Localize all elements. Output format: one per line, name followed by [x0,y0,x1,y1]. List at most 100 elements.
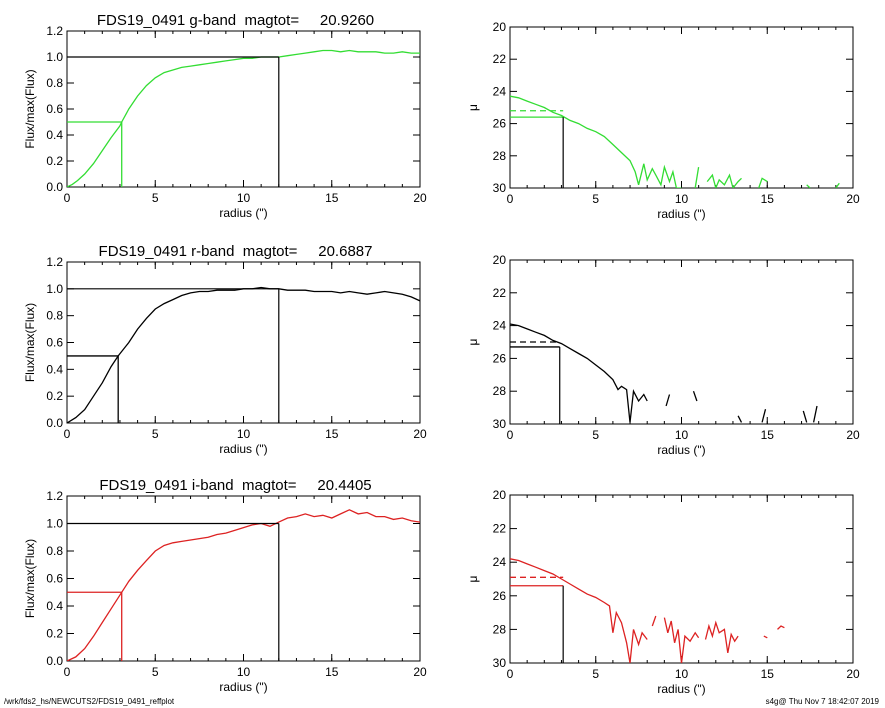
x-tick-label: 5 [592,428,599,442]
y-axis-label: μ [466,104,480,111]
profile-segment [758,177,768,188]
profile-segment [812,405,818,423]
x-tick-label: 0 [507,428,514,442]
y-axis-label: Flux/max(Flux) [23,303,37,382]
x-tick-label: 15 [325,191,339,205]
y-tick-label: 1.0 [46,50,63,64]
x-axis-label: radius (") [657,682,705,696]
x-tick-label: 5 [592,667,599,681]
x-tick-label: 15 [325,665,339,679]
footer-file-path: /wrk/fds2_hs/NEWCUTS2/FDS19_0491_reffplo… [4,697,175,706]
y-tick-label: 20 [493,253,507,267]
plot-frame [509,259,854,425]
chart-r-growth: 0 5 10 15 20 0.0 0.2 0.4 0.6 0.8 1.0 1.2 radius (") F… [23,243,427,456]
y-tick-label: 1.0 [46,282,63,296]
x-tick-label: 5 [152,665,159,679]
x-tick-label: 20 [413,665,427,679]
y-tick-label: 26 [493,351,507,365]
x-tick-label: 10 [675,667,689,681]
x-tick-label: 20 [846,667,860,681]
profile-segment [761,409,767,423]
x-tick-label: 15 [761,192,775,206]
x-tick-label: 15 [761,428,775,442]
y-tick-label: 30 [493,656,507,670]
y-tick-label: 1.2 [46,489,63,503]
y-axis-label: μ [466,338,480,345]
y-tick-label: 30 [493,417,507,431]
chart-i-growth: 0 5 10 15 20 0.0 0.2 0.4 0.6 0.8 1.0 1.2 radius (") F… [23,477,427,694]
x-tick-label: 5 [152,427,159,441]
x-tick-label: 10 [237,191,251,205]
x-tick-label: 5 [152,191,159,205]
profile-segment [651,615,657,627]
profile-segment [665,394,671,407]
profile-segment [692,390,698,402]
plot-frame [66,495,421,662]
footer-timestamp: s4g@ Thu Nov 7 18:42:07 2019 [765,697,879,706]
chart-r-profile: 0 5 10 15 20 20 22 24 26 28 30 radius (") μ [466,253,860,457]
x-tick-label: 0 [507,667,514,681]
y-tick-label: 0.0 [46,416,63,430]
x-tick-label: 0 [64,427,71,441]
plot-area [510,323,818,424]
x-tick-label: 10 [675,428,689,442]
y-tick-label: 0.4 [46,362,63,376]
y-tick-label: 28 [493,622,507,636]
y-tick-label: 0.0 [46,654,63,668]
plot-area [67,509,420,661]
chart-title: FDS19_0491 i-band magtot= 20.4405 [99,477,371,494]
x-tick-label: 10 [237,665,251,679]
x-tick-label: 0 [507,192,514,206]
growth-curve-line [67,509,420,661]
y-tick-label: 0.4 [46,128,63,142]
y-tick-label: 20 [493,488,507,502]
x-tick-label: 10 [675,192,689,206]
chart-title: FDS19_0491 r-band magtot= 20.6887 [99,243,373,260]
plot-frame [509,26,854,189]
y-tick-label: 20 [493,20,507,34]
profile-segment [835,182,840,188]
y-tick-label: 0.2 [46,627,63,641]
y-tick-label: 26 [493,589,507,603]
profile-segment [694,166,700,188]
plot-area [510,558,785,663]
plot-area [510,95,840,188]
x-tick-label: 20 [846,428,860,442]
plot-frame [66,30,421,188]
x-tick-label: 0 [64,665,71,679]
y-tick-label: 26 [493,117,507,131]
y-tick-label: 0.2 [46,389,63,403]
growth-curve-line [67,49,420,187]
profile-segment [510,558,648,663]
growth-curve-line [67,286,420,423]
profile-segment [663,617,700,663]
x-axis-label: radius (") [219,206,267,220]
chart-g-growth: 0 5 10 15 20 0.0 0.2 0.4 0.6 0.8 1.0 1.2 radius (") F… [23,12,427,220]
y-tick-label: 1.2 [46,24,63,38]
profile-segment [806,184,811,188]
y-tick-label: 0.8 [46,76,63,90]
y-tick-label: 0.0 [46,180,63,194]
y-tick-label: 22 [493,286,507,300]
x-axis-label: radius (") [657,207,705,221]
y-tick-label: 22 [493,52,507,66]
y-tick-label: 28 [493,149,507,163]
profile-segment [706,173,742,188]
y-tick-label: 24 [493,319,507,333]
profile-segment [704,620,739,654]
plot-area [67,49,420,187]
y-tick-label: 1.2 [46,255,63,269]
y-axis-label: Flux/max(Flux) [23,539,37,618]
y-tick-label: 28 [493,384,507,398]
profile-segment [510,323,648,423]
x-tick-label: 15 [761,667,775,681]
y-tick-label: 0.6 [46,572,63,586]
y-tick-label: 24 [493,555,507,569]
y-axis-label: Flux/max(Flux) [23,69,37,148]
x-axis-label: radius (") [219,442,267,456]
x-tick-label: 20 [413,427,427,441]
x-tick-label: 10 [237,427,251,441]
chart-i-profile: 0 5 10 15 20 20 22 24 26 28 30 radius (") μ [466,488,860,696]
x-tick-label: 5 [592,192,599,206]
